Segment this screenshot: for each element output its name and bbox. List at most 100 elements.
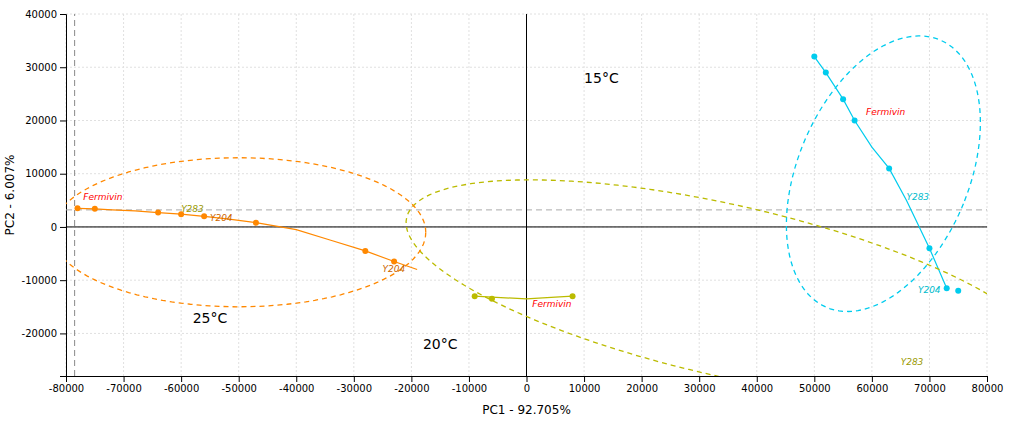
grid (66, 14, 987, 376)
grid-line (987, 14, 988, 376)
tick: -70000 (106, 376, 141, 394)
tick-label: -70000 (106, 383, 141, 394)
ellipse (786, 36, 980, 312)
x-axis: -80000-70000-60000-50000-40000-30000-200… (49, 376, 1004, 394)
tick-label: 60000 (856, 383, 888, 394)
point-label: Fermivin (532, 299, 572, 309)
point-label: Y204 (210, 213, 233, 223)
tick-label: -10000 (22, 275, 57, 286)
tick: 60000 (856, 376, 888, 394)
tick: 80000 (972, 376, 1004, 394)
tick: 10000 (569, 376, 601, 394)
tick-mark (814, 376, 815, 382)
grid-line (699, 14, 700, 376)
marks (66, 14, 987, 376)
tick-label: -30000 (337, 383, 372, 394)
tick-label: 70000 (914, 383, 946, 394)
point (362, 248, 368, 254)
tick-label: -10000 (452, 383, 487, 394)
chart: -80000-70000-60000-50000-40000-30000-200… (0, 0, 1011, 422)
tick: 30000 (25, 62, 66, 73)
grid-line (296, 14, 297, 376)
tick: 70000 (914, 376, 946, 394)
tick: 0 (51, 222, 66, 233)
tick-label: 0 (51, 222, 57, 233)
tick: 40000 (25, 9, 66, 20)
tick: 50000 (799, 376, 831, 394)
tick: -30000 (337, 376, 372, 394)
ellipse (406, 180, 987, 376)
grid-line (411, 14, 412, 376)
tick: -10000 (22, 275, 66, 286)
tick-mark (60, 227, 66, 228)
tick-label: 40000 (25, 9, 57, 20)
y-axis: -20000 -10000 0 10000 20000 30000 40000 (22, 9, 67, 377)
tick: 10000 (25, 168, 66, 179)
grid-line (814, 14, 815, 376)
y-axis-title: PC2 - 6.007% (3, 155, 17, 236)
tick-label: -60000 (164, 383, 199, 394)
reference-line (526, 14, 527, 376)
plot: -80000-70000-60000-50000-40000-30000-200… (22, 9, 1011, 402)
point (886, 165, 892, 171)
tick-mark (411, 376, 412, 382)
group-label: 15°C (584, 70, 619, 86)
tick-mark (181, 376, 182, 382)
tick-mark (239, 376, 240, 382)
group-label: 25°C (193, 310, 228, 326)
grid-line (584, 14, 585, 376)
point (472, 293, 478, 299)
tick-mark (60, 174, 66, 175)
grid-line (526, 14, 527, 376)
point (926, 245, 932, 251)
tick-label: 10000 (569, 383, 601, 394)
tick-label: 30000 (684, 383, 716, 394)
point-label: Fermivin (83, 192, 123, 202)
grid-line (123, 14, 124, 376)
point (92, 206, 98, 212)
point (852, 117, 858, 123)
tick: 20000 (25, 115, 66, 126)
grid-line (468, 14, 469, 376)
tick-mark (60, 280, 66, 281)
grid-line (353, 14, 354, 376)
tick-mark (584, 376, 585, 382)
tick-mark (60, 120, 66, 121)
point (75, 205, 81, 211)
reference-line (74, 14, 75, 376)
tick: 40000 (741, 376, 773, 394)
tick-label: -50000 (221, 383, 256, 394)
grid-line (871, 14, 872, 376)
point (201, 213, 207, 219)
point (823, 70, 829, 76)
tick-label: -80000 (49, 383, 84, 394)
point (155, 210, 161, 216)
point-label: Y283 (906, 192, 929, 202)
tick-mark (354, 376, 355, 382)
point (944, 285, 950, 291)
point-label: Y283 (901, 357, 924, 367)
tick-mark (124, 376, 125, 382)
tick: -10000 (452, 376, 487, 394)
tick-mark (929, 376, 930, 382)
tick-label: -20000 (22, 328, 57, 339)
tick-label: -20000 (394, 383, 429, 394)
grid-line (641, 14, 642, 376)
tick-mark (60, 67, 66, 68)
tick: -50000 (221, 376, 256, 394)
point-label: Fermivin (866, 107, 906, 117)
tick-label: 40000 (741, 383, 773, 394)
tick-mark (527, 376, 528, 382)
point-label: Y204 (918, 285, 941, 295)
series-line (814, 57, 946, 289)
grid-line (238, 14, 239, 376)
point-label: Y204 (383, 264, 406, 274)
group-label: 20°C (423, 336, 458, 352)
grid-line (181, 14, 182, 376)
tick: 30000 (684, 376, 716, 394)
tick-label: 10000 (25, 168, 57, 179)
grid-line (756, 14, 757, 376)
ellipse (66, 158, 426, 307)
tick: -20000 (22, 328, 66, 339)
tick: 20000 (626, 376, 658, 394)
